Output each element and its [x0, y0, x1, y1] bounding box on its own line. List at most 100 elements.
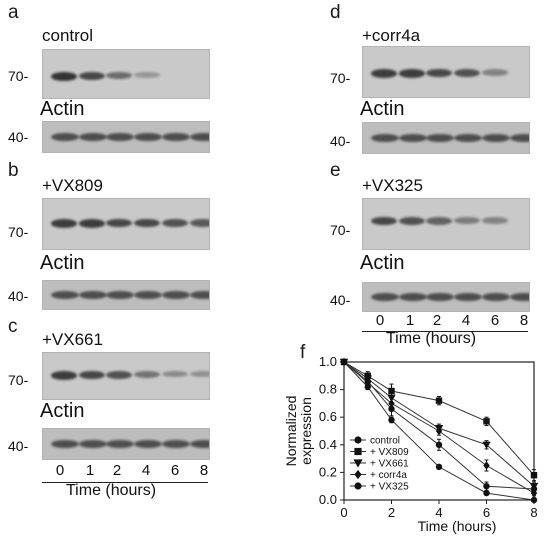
band-lane-3: [106, 72, 132, 80]
panel-b-actin-blot: [42, 280, 210, 310]
time-tick-label: 6: [490, 312, 500, 329]
x-tick-label: 2: [388, 505, 395, 520]
panel-a-mw40: 40-: [8, 129, 29, 145]
band-lane-4: [454, 69, 480, 77]
band-lane-2: [79, 219, 105, 228]
band-lane-2: [79, 371, 105, 380]
y-axis-label: Normalizedexpression: [283, 396, 314, 467]
panel-c-time-line: [42, 482, 208, 483]
panel-e-time-line: [362, 331, 528, 332]
band-lane-4: [134, 371, 160, 378]
legend-label: + VX661: [370, 459, 409, 470]
panel-d-mw70: 70-: [330, 70, 351, 86]
time-tick-label: 1: [85, 462, 95, 479]
actin-band-lane-4: [454, 134, 482, 142]
x-tick-label: 6: [483, 505, 490, 520]
band-lane-4: [134, 72, 160, 78]
data-point: [340, 358, 348, 366]
data-point: [388, 416, 395, 424]
y-tick-label: 1.0: [319, 354, 337, 369]
actin-band-lane-5: [162, 291, 190, 299]
panel-c-blot: [42, 352, 210, 400]
actin-band-lane-2: [79, 291, 107, 299]
band-lane-5: [162, 219, 188, 227]
time-tick-label: 4: [461, 312, 471, 329]
legend-marker: [353, 459, 363, 468]
actin-band-lane-2: [79, 133, 107, 141]
data-point: [483, 461, 490, 470]
panel-b-mw40: 40-: [8, 288, 29, 304]
series-line: [343, 361, 535, 501]
band-lane-3: [426, 217, 452, 225]
actin-band-lane-3: [426, 134, 454, 142]
actin-band-lane-4: [134, 291, 162, 299]
x-tick-label: 4: [435, 505, 442, 520]
panel-e-actin-label: Actin: [360, 252, 405, 274]
actin-band-lane-1: [371, 134, 399, 142]
panel-e-mw70: 70-: [330, 222, 351, 238]
band-lane-3: [426, 69, 452, 78]
panel-d-actin-blot: [362, 122, 530, 154]
panel-e-letter: e: [330, 160, 341, 181]
band-lane-1: [371, 217, 397, 226]
actin-band-lane-6: [190, 291, 209, 299]
series-line: [343, 361, 535, 494]
actin-band-lane-5: [162, 133, 190, 141]
data-point: [388, 405, 395, 413]
data-point: [530, 485, 538, 493]
panel-c-actin-label: Actin: [40, 400, 85, 422]
band-lane-3: [106, 371, 132, 379]
band-lane-2: [399, 69, 425, 78]
band-lane-1: [371, 69, 397, 78]
panel-d-letter: d: [330, 2, 341, 23]
actin-band-lane-6: [510, 134, 529, 142]
band-lane-6: [190, 219, 209, 227]
legend-marker: [354, 469, 362, 480]
data-point: [435, 397, 443, 404]
actin-band-lane-2: [399, 293, 427, 301]
panel-b-actin-label: Actin: [40, 252, 85, 274]
y-tick-label: 0.4: [319, 437, 337, 452]
panel-d-blot: [362, 46, 530, 98]
actin-band-lane-5: [482, 293, 510, 301]
data-point: [364, 378, 371, 385]
band-lane-5: [482, 217, 508, 224]
x-tick-label: 0: [340, 505, 347, 520]
legend-marker: [354, 482, 362, 490]
legend-label: + VX325: [370, 482, 409, 493]
panel-b-label: +VX809: [42, 176, 103, 195]
panel-c-time-label: Time (hours): [66, 482, 157, 499]
actin-band-lane-6: [510, 293, 529, 301]
panel-c-label: +VX661: [42, 330, 103, 349]
band-lane-2: [79, 72, 105, 81]
series-line: [343, 361, 535, 476]
panel-a-actin-label: Actin: [40, 98, 85, 120]
band-lane-5: [162, 371, 188, 378]
actin-band-lane-3: [426, 293, 454, 301]
actin-band-lane-3: [106, 440, 134, 448]
band-lane-4: [134, 219, 160, 228]
actin-band-lane-1: [51, 440, 79, 448]
panel-a-letter: a: [8, 2, 19, 23]
legend-label: + corr4a: [370, 470, 407, 481]
panel-b-blot: [42, 198, 210, 250]
legend-label: + VX809: [370, 447, 409, 458]
actin-band-lane-1: [371, 293, 399, 301]
panel-a-label: control: [42, 26, 94, 45]
panel-c-mw70: 70-: [8, 372, 29, 388]
data-point: [435, 463, 443, 471]
series-line: [343, 361, 535, 490]
time-tick-label: 8: [199, 462, 209, 479]
data-point: [435, 441, 443, 448]
actin-band-lane-2: [79, 440, 107, 448]
panel-c-mw40: 40-: [8, 438, 29, 454]
time-tick-label: 0: [55, 462, 65, 479]
panel-b-letter: b: [8, 160, 19, 181]
panel-b-mw70: 70-: [8, 224, 29, 240]
panel-d-label: +corr4a: [362, 26, 421, 45]
actin-band-lane-3: [106, 133, 134, 141]
panel-a-mw70: 70-: [8, 68, 29, 84]
actin-band-lane-1: [51, 291, 79, 299]
